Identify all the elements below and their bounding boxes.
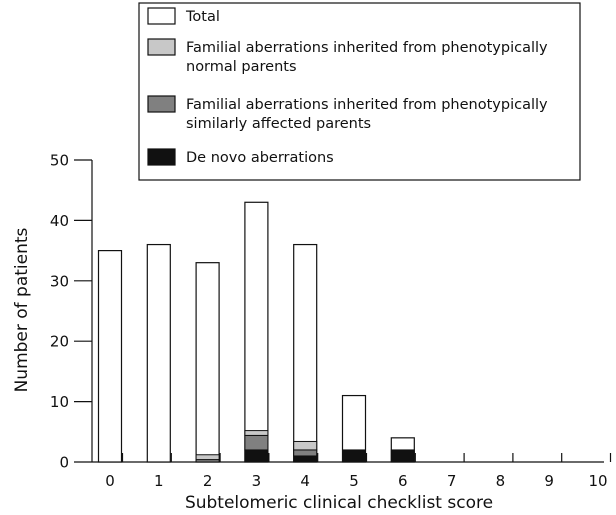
y-axis: 0 10 20 30 40 50 — [50, 152, 93, 472]
bar-familial-aberrations-inherited-f-3 — [244, 430, 269, 436]
legend-label-1-line-0: Familial aberrations inherited from phen… — [186, 40, 548, 56]
bar-total-3 — [244, 201, 269, 463]
x-tick-label-1: 1 — [154, 472, 164, 490]
x-tick-label-3: 3 — [252, 472, 262, 490]
legend: Total Familial aberrations inherited from… — [138, 2, 581, 181]
x-tick-label-6: 6 — [398, 472, 408, 490]
bar-total-0 — [97, 250, 123, 463]
y-axis-title: Number of patients — [12, 227, 32, 392]
bar-familial-aberrations-inherited-f-2 — [195, 454, 220, 461]
legend-box — [138, 2, 581, 181]
x-axis-title: Subtelomeric clinical checklist score — [185, 493, 493, 513]
legend-label-2-line-0: Familial aberrations inherited from phen… — [186, 97, 548, 113]
bar-total-2 — [195, 262, 220, 463]
x-tick-label-4: 4 — [300, 472, 310, 490]
x-tick-label-10: 10 — [588, 472, 607, 490]
y-tick-label-50: 50 — [50, 152, 69, 170]
legend-label-3-line-0: De novo aberrations — [186, 150, 334, 166]
x-tick-label-2: 2 — [203, 472, 213, 490]
bar-total-1 — [146, 243, 171, 463]
bar-familial-aberrations-inherited-f-3 — [244, 434, 269, 451]
y-tick-label-20: 20 — [50, 333, 69, 351]
x-tick-label-8: 8 — [496, 472, 506, 490]
bars — [97, 201, 415, 463]
y-tick-label-10: 10 — [50, 393, 69, 411]
bar-familial-aberrations-inherited-f-4 — [293, 449, 318, 457]
y-tick-label-40: 40 — [50, 212, 69, 230]
legend-swatch-3 — [147, 148, 176, 166]
bar-de-novo-aberrations-4 — [293, 455, 318, 463]
bar-de-novo-aberrations-3 — [244, 449, 269, 463]
y-tick-label-0: 0 — [59, 454, 69, 472]
legend-swatch-1 — [147, 38, 176, 56]
legend-swatch-0 — [147, 7, 176, 25]
legend-label-2-line-1: similarly affected parents — [186, 116, 371, 132]
legend-label-1-line-1: normal parents — [186, 59, 297, 75]
x-tick-label-0: 0 — [105, 472, 115, 490]
x-tick-label-5: 5 — [349, 472, 359, 490]
legend-label-0-line-0: Total — [185, 9, 220, 25]
legend-swatch-2 — [147, 95, 176, 113]
bar-de-novo-aberrations-6 — [390, 449, 415, 463]
y-tick-label-30: 30 — [50, 272, 69, 290]
x-tick-label-7: 7 — [447, 472, 457, 490]
bar-total-4 — [293, 243, 318, 463]
bar-de-novo-aberrations-5 — [342, 449, 366, 463]
x-tick-label-9: 9 — [544, 472, 554, 490]
bar-familial-aberrations-inherited-f-4 — [293, 440, 318, 451]
